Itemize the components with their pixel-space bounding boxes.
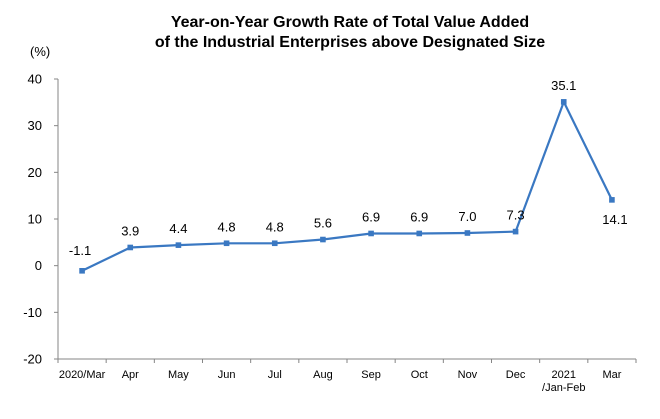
data-point-marker	[271, 240, 278, 247]
x-tick-label-line: Jun	[218, 369, 236, 381]
y-tick-label: -20	[23, 352, 42, 367]
x-tick-label-line: 2020/Mar	[59, 369, 106, 381]
x-tick-label: Oct	[411, 369, 428, 381]
x-tick-label-line: Jul	[268, 369, 282, 381]
data-label: 5.6	[314, 216, 332, 231]
y-tick-label: 30	[28, 118, 42, 133]
x-tick-label: Jul	[268, 369, 282, 381]
x-tick-label-line: Sep	[361, 369, 381, 381]
x-tick-label: Nov	[458, 369, 478, 381]
x-tick-label-line: Oct	[411, 369, 428, 381]
data-label: 7.3	[507, 208, 525, 223]
y-tick-label: 10	[28, 212, 42, 227]
chart-title: Year-on-Year Growth Rate of Total Value …	[60, 13, 640, 53]
data-labels-group: -1.1 3.9 4.4 4.8 4.8 5.6 6.9 6.9 7.0 7.3 35.1 14.1	[69, 78, 628, 258]
chart-title-line-2: of the Industrial Enterprises above Desi…	[154, 34, 546, 51]
data-point-marker	[512, 228, 519, 235]
x-tick-label: Aug	[313, 369, 333, 381]
x-axis-ticks: 2020/Mar Apr May Jun Jul Aug Sep Oct Nov Dec 2021/…	[57, 359, 637, 394]
data-point-marker	[464, 230, 471, 236]
x-tick-label: Apr	[122, 369, 139, 381]
data-point-marker	[320, 236, 326, 243]
x-tick-label: Sep	[361, 369, 381, 381]
data-label: 14.1	[602, 212, 627, 227]
data-label: 6.9	[410, 209, 428, 224]
data-point-marker	[416, 230, 423, 237]
x-tick-label-line: Nov	[458, 369, 478, 381]
data-point-marker	[609, 197, 615, 203]
y-tick-label: 20	[28, 165, 42, 180]
data-label: 4.8	[266, 219, 284, 234]
data-label: 6.9	[362, 209, 380, 224]
series-line	[81, 100, 613, 272]
x-tick-label: May	[168, 369, 189, 381]
x-tick-label: Mar	[602, 369, 621, 381]
y-tick-label: 0	[35, 258, 42, 273]
x-tick-label-line: Aug	[313, 369, 333, 381]
data-label: 4.4	[169, 221, 187, 236]
data-label: 3.9	[121, 223, 139, 238]
x-tick-label-line: Dec	[506, 369, 526, 381]
x-tick-label-line: Mar	[602, 369, 621, 381]
x-tick-label-line: 2021	[552, 369, 576, 381]
x-tick-label-line: /Jan-Feb	[542, 382, 585, 394]
data-label: 7.0	[458, 209, 476, 224]
x-tick-label: 2020/Mar	[59, 369, 106, 381]
x-tick-label: 2021/Jan-Feb	[542, 369, 585, 394]
data-point-marker	[560, 99, 567, 105]
y-axis-ticks: -20 -10 0 10 20 30 40	[23, 72, 58, 367]
x-tick-label: Jun	[218, 369, 236, 381]
data-point-marker	[175, 242, 182, 248]
x-tick-label: Dec	[506, 369, 526, 381]
y-tick-label: -10	[23, 305, 42, 320]
data-label: -1.1	[69, 243, 91, 258]
y-axis-unit-label: (%)	[30, 44, 51, 59]
chart-axes	[57, 79, 636, 360]
data-point-marker	[223, 240, 230, 247]
data-point-marker	[127, 244, 134, 251]
series-group	[79, 99, 615, 274]
y-tick-label: 40	[28, 72, 42, 87]
x-tick-label-line: Apr	[122, 369, 139, 381]
chart-title-line-1: Year-on-Year Growth Rate of Total Value …	[170, 14, 530, 31]
x-tick-label-line: May	[168, 369, 189, 381]
data-point-marker	[368, 230, 374, 237]
data-label: 4.8	[218, 219, 236, 234]
data-point-marker	[79, 268, 85, 274]
data-label: 35.1	[551, 78, 576, 93]
